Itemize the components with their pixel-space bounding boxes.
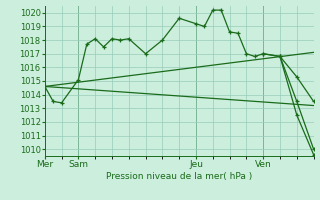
X-axis label: Pression niveau de la mer( hPa ): Pression niveau de la mer( hPa ) bbox=[106, 172, 252, 181]
